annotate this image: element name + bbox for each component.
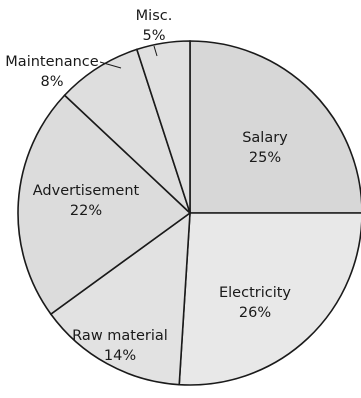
slice-percent-maintenance: 8% xyxy=(40,74,63,90)
pie-slice-misc xyxy=(135,40,191,214)
slice-percent-advertisement: 22% xyxy=(70,203,102,219)
slice-label-salary: Salary xyxy=(242,130,288,146)
slice-percent-salary: 25% xyxy=(249,150,281,166)
pie-slices xyxy=(17,40,361,386)
pie-slice-electricity xyxy=(178,212,361,386)
slice-label-maintenance: Maintenance xyxy=(5,54,98,70)
slice-percent-misc: 5% xyxy=(142,28,165,44)
slice-percent-raw-material: 14% xyxy=(104,348,136,364)
slice-label-raw-material: Raw material xyxy=(72,328,168,344)
slice-label-electricity: Electricity xyxy=(219,285,291,301)
pie-slice-advertisement xyxy=(17,94,192,316)
leader-line-maintenance xyxy=(99,61,122,69)
pie-slice-raw-material xyxy=(49,211,191,386)
slice-label-advertisement: Advertisement xyxy=(33,183,140,199)
pie-slice-salary xyxy=(189,40,361,214)
slice-label-misc: Misc. xyxy=(136,8,173,24)
pie-labels: Salary 25% Electricity 26% Raw material 14% Ad… xyxy=(5,8,291,364)
slice-percent-electricity: 26% xyxy=(239,305,271,321)
leader-line-misc xyxy=(153,45,158,57)
